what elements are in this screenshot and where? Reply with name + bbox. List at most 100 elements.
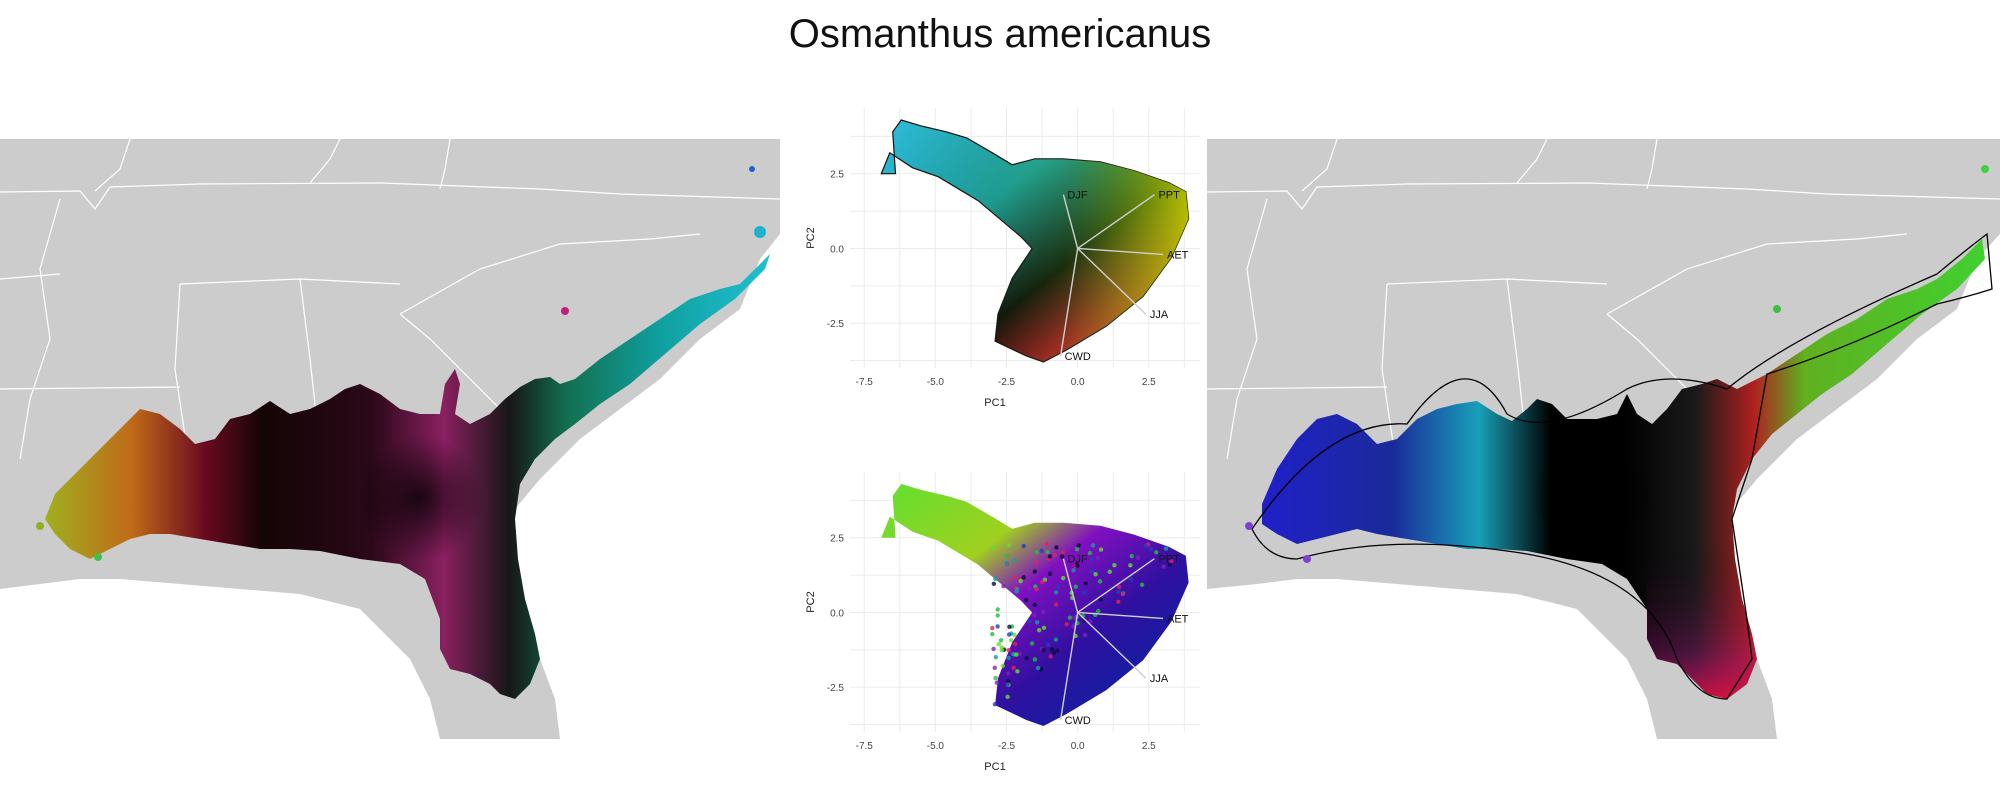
outlier-point: [754, 226, 766, 238]
loading-vector-aet: [1077, 611, 1164, 620]
pca-point: [996, 641, 1001, 647]
pca-bottom-xlabel: PC1: [984, 761, 1005, 773]
outlier-point: [561, 307, 569, 315]
right-map: [1206, 138, 2000, 739]
pca-point: [1059, 554, 1065, 559]
pca-point: [1014, 589, 1019, 594]
outlier-point: [749, 166, 755, 172]
pca-point: [1034, 560, 1039, 565]
pca-point: [1041, 609, 1046, 615]
outlier-point: [1773, 305, 1781, 313]
pca-point: [1107, 569, 1112, 574]
pca-point: [1128, 563, 1133, 568]
pca-point: [1139, 582, 1145, 587]
pca-bottom-svg: DJF PPT AET JJA CWD -7.5 -5.0 -2.5 0.0 2.5 2.5 0.…: [805, 472, 1200, 773]
pca-point: [1093, 571, 1098, 577]
pca-point: [1116, 589, 1121, 595]
pca-point: [994, 680, 999, 685]
pca-point: [995, 613, 1000, 618]
pca-point: [1083, 581, 1088, 586]
y-tick-label: 2.5: [830, 170, 844, 181]
outlier-point: [1981, 165, 1989, 173]
pca-point: [990, 545, 996, 550]
loading-vector-djf: [1062, 194, 1079, 249]
pca-point: [992, 702, 998, 707]
pca-point: [990, 631, 995, 637]
range-dark-core: [1497, 409, 1717, 569]
x-tick-label: 2.5: [1142, 741, 1156, 752]
vector-label-ppt: PPT: [1158, 190, 1180, 202]
outlier-point: [1303, 555, 1311, 563]
pca-point: [1041, 647, 1046, 653]
outlier-point: [94, 553, 102, 561]
pca-point: [1116, 584, 1122, 590]
pca-point: [1024, 655, 1029, 661]
pca-point: [1006, 543, 1012, 548]
loading-vector-jja: [1077, 611, 1147, 679]
pca-point: [1007, 624, 1012, 629]
pca-point: [1169, 559, 1174, 564]
pca-point: [1089, 556, 1095, 562]
pca-point: [1005, 694, 1010, 700]
pca-point: [1021, 543, 1026, 549]
pca-bottom-panel: DJF PPT AET JJA CWD -7.5 -5.0 -2.5 0.0 2.5 2.5 0.…: [800, 462, 1210, 777]
pca-top-vectors: DJF PPT AET JJA CWD: [1059, 190, 1189, 363]
pca-top-ylabel: PC2: [805, 227, 817, 248]
pca-bottom-ylabel: PC2: [805, 591, 817, 612]
left-map-svg: [0, 138, 781, 739]
pca-point: [1090, 543, 1096, 548]
pca-point: [1041, 625, 1047, 631]
vector-label-jja: JJA: [1150, 673, 1169, 685]
pca-point: [1034, 587, 1039, 592]
pca-point: [1000, 663, 1005, 669]
pca-point: [993, 576, 998, 582]
pca-point: [1073, 584, 1078, 589]
pca-point: [1055, 648, 1060, 653]
pca-point: [1048, 654, 1053, 659]
outlier-point: [1245, 522, 1253, 530]
range-hull: [1251, 232, 1993, 700]
pca-point: [1001, 584, 1006, 589]
pca-point: [995, 607, 1000, 612]
pca-point: [1098, 597, 1103, 602]
vector-label-cwd: CWD: [1065, 715, 1091, 727]
pca-point: [1052, 552, 1057, 558]
pca-point: [1032, 602, 1038, 608]
pca-point: [1148, 546, 1154, 552]
pca-point: [1120, 591, 1126, 597]
vector-label-ppt: PPT: [1158, 554, 1180, 566]
x-tick-label: -7.5: [856, 377, 874, 388]
vector-label-jja: JJA: [1150, 309, 1169, 321]
pca-point: [1024, 597, 1029, 603]
pca-point: [990, 625, 995, 631]
y-tick-label: -2.5: [827, 319, 845, 330]
pca-point: [993, 675, 998, 681]
pca-bottom-speckle: [990, 541, 1174, 707]
pca-point: [1154, 550, 1159, 555]
pca-point: [1012, 641, 1018, 647]
vector-label-djf: DJF: [1067, 554, 1087, 566]
pca-point: [1072, 615, 1077, 620]
pca-point: [1135, 555, 1141, 560]
pca-point: [1143, 544, 1148, 549]
vector-label-aet: AET: [1167, 249, 1189, 261]
pca-point: [991, 646, 996, 652]
y-tick-label: -2.5: [827, 683, 845, 694]
pca-point: [1056, 584, 1061, 589]
pca-top-panel: DJF PPT AET JJA CWD -7.5 -5.0 -2.5 0.0 2.5 2.5 0.…: [800, 98, 1210, 413]
state-borders: [1206, 138, 2000, 500]
pca-point: [1032, 569, 1037, 574]
pca-point: [1060, 550, 1066, 555]
pca-point: [1014, 652, 1019, 657]
vector-label-aet: AET: [1167, 613, 1189, 625]
x-tick-label: -5.0: [927, 377, 945, 388]
pca-point: [1053, 590, 1059, 595]
x-tick-label: 0.0: [1071, 377, 1085, 388]
pca-point: [1029, 641, 1035, 646]
pca-point: [1015, 669, 1020, 674]
pca-point: [1071, 624, 1076, 629]
x-tick-label: -5.0: [927, 741, 945, 752]
pca-point: [1082, 632, 1088, 638]
loading-vector-cwd: [1059, 248, 1079, 357]
pca-top-point-cloud-highlight: [881, 120, 1189, 362]
